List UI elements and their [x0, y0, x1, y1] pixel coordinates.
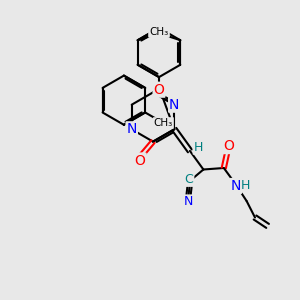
Text: H: H	[194, 141, 203, 154]
Text: N: N	[231, 179, 241, 193]
Text: O: O	[135, 154, 146, 167]
Text: N: N	[127, 122, 137, 136]
Text: O: O	[224, 139, 234, 153]
Text: H: H	[241, 178, 250, 192]
Text: C: C	[184, 173, 194, 186]
Text: O: O	[154, 83, 164, 97]
Text: CH₃: CH₃	[154, 118, 173, 128]
Text: N: N	[184, 195, 193, 208]
Text: CH₃: CH₃	[150, 27, 169, 37]
Text: CH₃: CH₃	[149, 27, 168, 37]
Text: N: N	[169, 98, 179, 112]
